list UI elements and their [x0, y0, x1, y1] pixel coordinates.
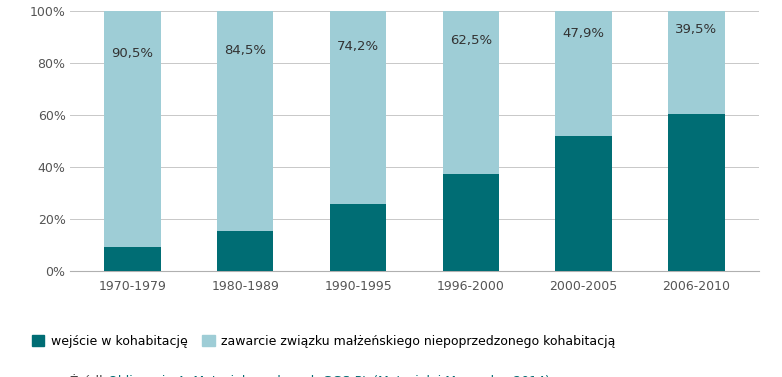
Text: 74,2%: 74,2% [337, 40, 379, 52]
Bar [330, 204, 386, 271]
Bar [555, 11, 612, 136]
Text: Żródło:: Żródło: [70, 375, 119, 377]
Bar [104, 247, 160, 271]
Bar [330, 11, 386, 204]
Bar [555, 136, 612, 271]
Bar [217, 231, 274, 271]
Bar [669, 114, 725, 271]
Bar [104, 11, 160, 247]
Bar [669, 11, 725, 114]
Text: Obliczenia A. Matysiak na danych GGS-PL (Matysiak i Mynarska, 2014): Obliczenia A. Matysiak na danych GGS-PL … [108, 375, 550, 377]
Text: 90,5%: 90,5% [111, 47, 153, 60]
Text: 62,5%: 62,5% [450, 34, 492, 47]
Text: 47,9%: 47,9% [563, 27, 604, 40]
Legend: wejście w kohabitację, zawarcie związku małżeńskiego niepoprzedzonego kohabitacj: wejście w kohabitację, zawarcie związku … [32, 335, 615, 348]
Bar [443, 174, 499, 271]
Text: 84,5%: 84,5% [224, 44, 266, 57]
Bar [443, 11, 499, 174]
Text: 39,5%: 39,5% [676, 23, 718, 36]
Bar [217, 11, 274, 231]
